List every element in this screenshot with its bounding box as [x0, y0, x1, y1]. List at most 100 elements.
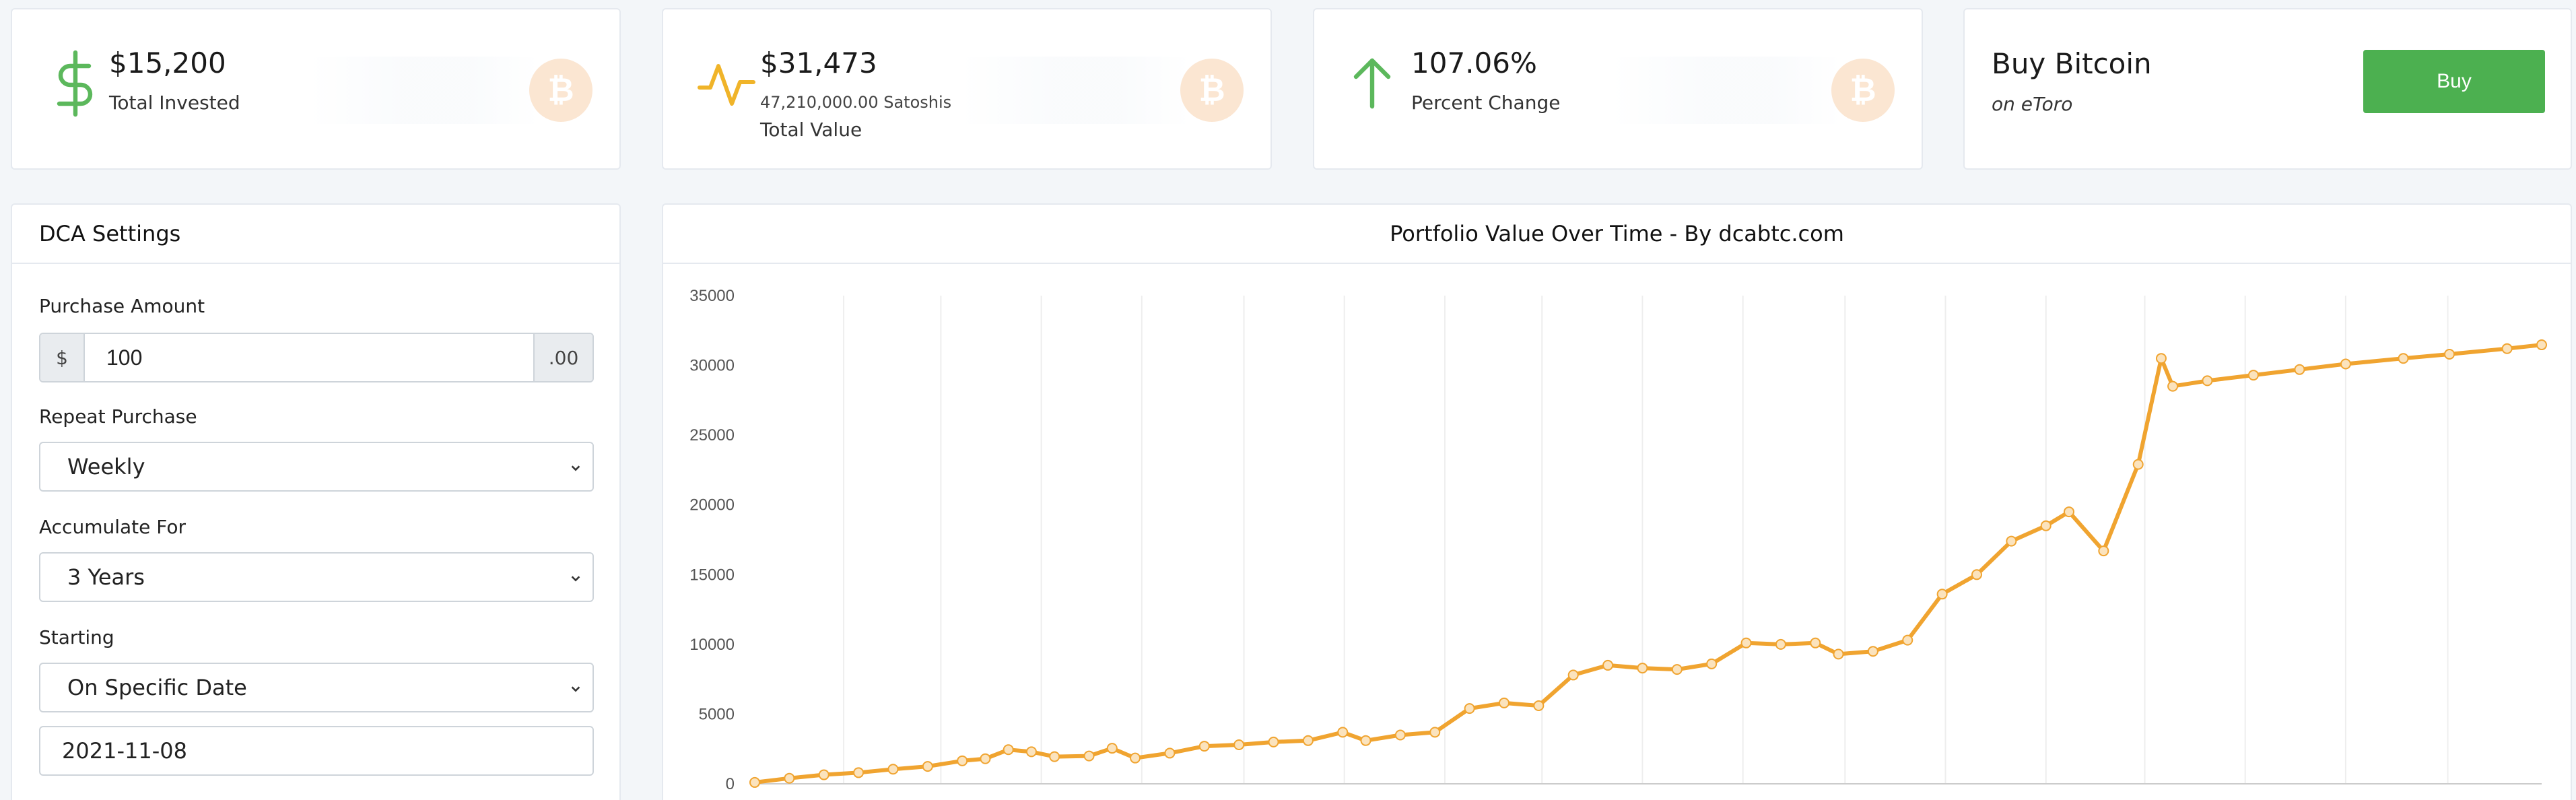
- y-tick-label: 0: [726, 775, 735, 793]
- total-value-label: Total Value: [760, 119, 862, 141]
- data-point: [1637, 663, 1648, 674]
- data-point: [1464, 703, 1475, 714]
- accumulate-for-value: 3 Years: [67, 564, 145, 590]
- x-tick-label: Nov 2023: [1911, 798, 1980, 800]
- data-point: [2340, 358, 2351, 370]
- data-point: [2501, 343, 2513, 354]
- data-point: [1498, 697, 1510, 708]
- stat-card-total-invested: $15,200 Total Invested ₿: [11, 8, 621, 170]
- y-tick-label: 5000: [699, 705, 735, 723]
- data-point: [1360, 735, 1371, 746]
- buy-button[interactable]: Buy: [2363, 50, 2545, 113]
- series-line: [753, 343, 2544, 785]
- buy-bitcoin-title: Buy Bitcoin: [1992, 47, 2152, 80]
- data-point: [1810, 637, 1821, 648]
- total-invested-label: Total Invested: [109, 92, 240, 114]
- data-point: [1130, 752, 1141, 764]
- data-point: [887, 764, 899, 775]
- purchase-amount-input[interactable]: [83, 334, 535, 381]
- data-point: [1394, 729, 1406, 741]
- data-point: [980, 753, 991, 764]
- activity-icon: [697, 50, 756, 117]
- data-point: [1833, 648, 1844, 660]
- starting-label: Starting: [39, 626, 114, 648]
- data-point: [1083, 750, 1095, 762]
- data-point: [2155, 353, 2167, 364]
- sparkline-placeholder: [1612, 57, 1841, 124]
- data-point: [818, 769, 829, 780]
- data-point: [1429, 727, 1441, 738]
- data-point: [1106, 743, 1118, 754]
- data-point: [1775, 638, 1786, 650]
- percent-change-value: 107.06%: [1411, 46, 1537, 79]
- svg-text:₿: ₿: [1198, 73, 1225, 108]
- data-point: [1971, 569, 1982, 580]
- sparkline-placeholder: [310, 57, 539, 124]
- data-point: [1025, 746, 1037, 758]
- data-point: [922, 761, 933, 772]
- percent-change-label: Percent Change: [1411, 92, 1561, 114]
- start-date-input[interactable]: 2021-11-08: [39, 726, 594, 776]
- total-value: $31,473: [760, 46, 877, 79]
- bitcoin-icon: ₿: [529, 59, 592, 122]
- x-tick-label: Sep 2022: [1209, 798, 1279, 800]
- buy-bitcoin-card: Buy Bitcoin on eToro Buy: [1963, 8, 2572, 170]
- x-tick-label: Jul 2022: [1111, 798, 1172, 800]
- x-tick-label: Mar 2023: [1508, 798, 1576, 800]
- data-point: [1268, 736, 1279, 747]
- chevron-down-icon: [571, 686, 580, 692]
- data-point: [1602, 659, 1614, 671]
- sparkline-placeholder: [961, 57, 1190, 124]
- stat-card-percent-change: 107.06% Percent Change ₿: [1313, 8, 1923, 170]
- repeat-purchase-value: Weekly: [67, 454, 145, 479]
- y-tick-label: 30000: [689, 357, 735, 375]
- y-tick-label: 25000: [689, 426, 735, 444]
- data-point: [2132, 459, 2144, 470]
- starting-select[interactable]: On Specific Date: [39, 663, 594, 712]
- starting-value: On Specific Date: [67, 675, 247, 700]
- dca-settings-title: DCA Settings: [12, 205, 619, 264]
- stat-card-total-value: $31,473 47,210,000.00 Satoshis Total Val…: [662, 8, 1272, 170]
- data-point: [1706, 658, 1718, 669]
- chart-title: Portfolio Value Over Time - By dcabtc.co…: [663, 205, 2571, 264]
- chevron-down-icon: [571, 576, 580, 582]
- data-point: [2247, 370, 2259, 381]
- x-tick-label: May 2023: [1607, 798, 1678, 800]
- dca-settings-panel: DCA Settings Purchase Amount $ .00 Repea…: [11, 203, 621, 800]
- data-point: [1936, 589, 1948, 600]
- x-tick-label: May 2024: [2210, 798, 2280, 800]
- data-point: [749, 776, 760, 788]
- svg-text:₿: ₿: [547, 73, 574, 108]
- accumulate-for-label: Accumulate For: [39, 516, 187, 538]
- x-tick-label: Mar 2024: [2111, 798, 2179, 800]
- satoshis-value: 47,210,000.00 Satoshis: [760, 93, 952, 112]
- svg-text:₿: ₿: [1850, 73, 1876, 108]
- x-tick-label: May 2022: [1006, 798, 1077, 800]
- data-point: [1302, 735, 1314, 746]
- accumulate-for-select[interactable]: 3 Years: [39, 552, 594, 602]
- data-point: [2040, 520, 2052, 531]
- x-tick-label: Jul 2023: [1712, 798, 1773, 800]
- data-point: [2398, 353, 2409, 364]
- data-point: [2098, 545, 2109, 557]
- data-point: [957, 755, 968, 766]
- repeat-purchase-select[interactable]: Weekly: [39, 442, 594, 492]
- cents-suffix: .00: [535, 334, 592, 381]
- bitcoin-icon: ₿: [1831, 59, 1895, 122]
- x-tick-label: Sep 2024: [2413, 798, 2482, 800]
- data-point: [2167, 380, 2179, 392]
- y-tick-label: 10000: [689, 636, 735, 654]
- x-tick-label: Jan 2023: [1412, 798, 1479, 800]
- data-point: [1740, 637, 1752, 648]
- data-point: [1902, 634, 1913, 646]
- data-point: [1233, 739, 1245, 750]
- data-point: [2006, 535, 2017, 547]
- data-point: [1049, 751, 1060, 762]
- data-point: [2202, 375, 2213, 387]
- data-point: [2063, 506, 2074, 518]
- x-tick-label: Mar 2022: [907, 798, 975, 800]
- data-point: [1567, 669, 1579, 681]
- bitcoin-icon: ₿: [1180, 59, 1244, 122]
- currency-prefix: $: [40, 334, 83, 381]
- dollar-icon: [46, 50, 105, 117]
